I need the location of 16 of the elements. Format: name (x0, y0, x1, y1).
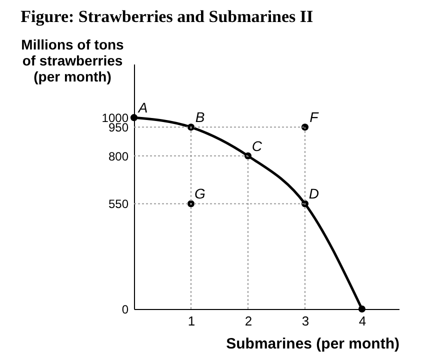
annotation: C (252, 138, 263, 154)
y-tick-label: 0 (122, 302, 129, 316)
annotation: A (137, 100, 148, 116)
y-tick-label: 550 (108, 197, 129, 212)
x-axis-title: Submarines (per month) (226, 336, 400, 352)
annotation: D (308, 186, 320, 202)
x-tick-label: 4 (358, 314, 366, 328)
x-tick-label: 1 (188, 314, 196, 328)
annotation: B (195, 109, 205, 126)
x-tick-label: 2 (244, 314, 252, 328)
y-tick-label: 800 (108, 149, 129, 164)
annotation: G (194, 186, 206, 202)
x-tick-label: 3 (302, 314, 310, 328)
annotation: F (310, 109, 320, 126)
chart-title: Figure: Strawberries and Submarines II (20, 7, 314, 26)
y-axis-title: Millions of tons of strawberries (per month) (21, 36, 124, 84)
